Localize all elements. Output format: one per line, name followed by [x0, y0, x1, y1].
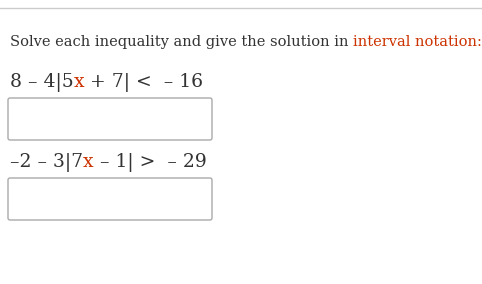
Text: interval notation:: interval notation:	[353, 35, 482, 49]
Text: x: x	[74, 73, 84, 91]
FancyBboxPatch shape	[8, 178, 212, 220]
Text: x: x	[83, 153, 94, 171]
Text: + 7| <  – 16: + 7| < – 16	[84, 72, 203, 91]
Text: Solve each inequality and give the solution in: Solve each inequality and give the solut…	[10, 35, 353, 49]
Text: 8 – 4|5: 8 – 4|5	[10, 72, 74, 91]
FancyBboxPatch shape	[8, 98, 212, 140]
Text: – 1| >  – 29: – 1| > – 29	[94, 153, 206, 172]
Text: –2 – 3|7: –2 – 3|7	[10, 153, 83, 172]
